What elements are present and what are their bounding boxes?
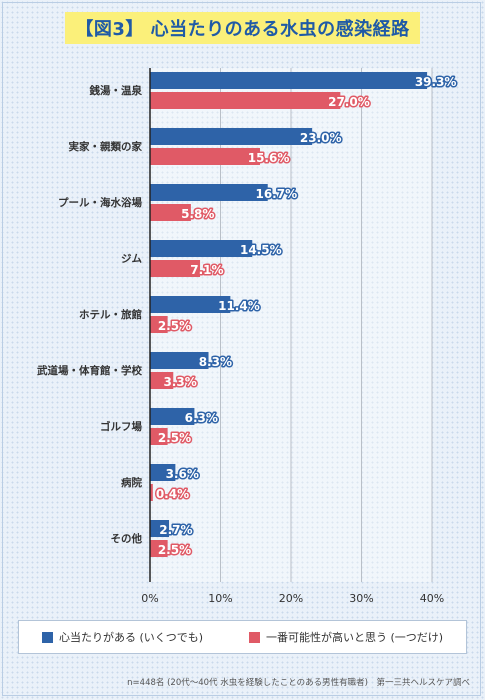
bar-series1 bbox=[150, 128, 313, 145]
data-label: 2.5% bbox=[158, 319, 191, 333]
legend-item-series1: 心当たりがある (いくつでも) bbox=[41, 629, 204, 645]
legend-swatch-series2 bbox=[248, 631, 260, 643]
x-tick-label: 30% bbox=[349, 592, 373, 605]
bar-series1 bbox=[150, 296, 231, 313]
legend-swatch-series1 bbox=[41, 631, 53, 643]
data-label: 0.4% bbox=[156, 487, 189, 501]
grid-layer bbox=[150, 68, 433, 582]
x-tick-label: 40% bbox=[420, 592, 444, 605]
data-label: 8.3% bbox=[199, 355, 232, 369]
data-label: 39.3% bbox=[415, 75, 457, 89]
x-tick-label: 20% bbox=[279, 592, 303, 605]
data-label: 5.8% bbox=[181, 207, 214, 221]
data-label: 3.6% bbox=[166, 467, 199, 481]
data-label: 14.5% bbox=[240, 243, 282, 257]
x-tick-label: 0% bbox=[141, 592, 158, 605]
bar-series2 bbox=[150, 260, 201, 277]
category-label: 実家・親類の家 bbox=[69, 140, 143, 153]
bar-series2 bbox=[150, 204, 191, 221]
chart-frame bbox=[2, 2, 481, 696]
bar-series2 bbox=[150, 484, 153, 501]
data-label: 6.3% bbox=[185, 411, 218, 425]
legend-label-series2: 一番可能性が高いと思う (一つだけ) bbox=[265, 631, 444, 644]
data-label: 2.5% bbox=[158, 543, 191, 557]
data-label: 7.1% bbox=[190, 263, 223, 277]
bar-series1 bbox=[150, 72, 428, 89]
bar-series2 bbox=[150, 148, 260, 165]
x-tick-label: 10% bbox=[208, 592, 232, 605]
data-label: 2.7% bbox=[159, 523, 192, 537]
bar-series1 bbox=[150, 408, 195, 425]
bar-series1 bbox=[150, 184, 268, 201]
bar-series2 bbox=[150, 372, 174, 389]
bar-series2 bbox=[150, 316, 168, 333]
data-label: 23.0% bbox=[300, 131, 342, 145]
category-label: 銭湯・温泉 bbox=[89, 84, 143, 97]
data-label: 11.4% bbox=[218, 299, 260, 313]
data-label: 15.6% bbox=[248, 151, 290, 165]
data-label: 16.7% bbox=[255, 187, 297, 201]
category-label: その他 bbox=[111, 532, 143, 545]
bar-series1 bbox=[150, 520, 170, 537]
data-label: 3.3% bbox=[163, 375, 196, 389]
bar-series1 bbox=[150, 240, 253, 257]
bar-series2 bbox=[150, 92, 341, 109]
category-label: プール・海水浴場 bbox=[58, 196, 142, 209]
bar-series1 bbox=[150, 464, 176, 481]
bar-layer bbox=[150, 72, 428, 557]
category-label: ゴルフ場 bbox=[100, 420, 142, 433]
label-layer: 銭湯・温泉 39.3% 27.0% 実家・親類の家 23.0% 15.6% プール・海水浴場… bbox=[37, 74, 458, 559]
category-label: 病院 bbox=[121, 476, 142, 489]
category-label: ホテル・旅館 bbox=[79, 308, 142, 321]
title-area: 【図3】 心当たりのある水虫の感染経路 bbox=[0, 12, 485, 44]
legend: 心当たりがある (いくつでも) 一番可能性が高いと思う (一つだけ) bbox=[18, 620, 467, 654]
category-label: 武道場・体育館・学校 bbox=[37, 364, 142, 377]
legend-label-series1: 心当たりがある (いくつでも) bbox=[58, 631, 204, 644]
category-label: ジム bbox=[121, 253, 142, 265]
bar-series2 bbox=[150, 540, 168, 557]
data-label: 2.5% bbox=[158, 431, 191, 445]
axis-layer: 0% 10% 20% 30% 40% bbox=[141, 68, 444, 605]
data-label: 27.0% bbox=[328, 95, 370, 109]
legend-item-series2: 一番可能性が高いと思う (一つだけ) bbox=[248, 629, 444, 645]
bar-series2 bbox=[150, 428, 168, 445]
chart-title: 【図3】 心当たりのある水虫の感染経路 bbox=[65, 12, 420, 44]
bar-series1 bbox=[150, 352, 209, 369]
footnote: n=448名 (20代〜40代 水虫を経験したことのある男性有職者) 第一三共ヘ… bbox=[127, 678, 470, 688]
